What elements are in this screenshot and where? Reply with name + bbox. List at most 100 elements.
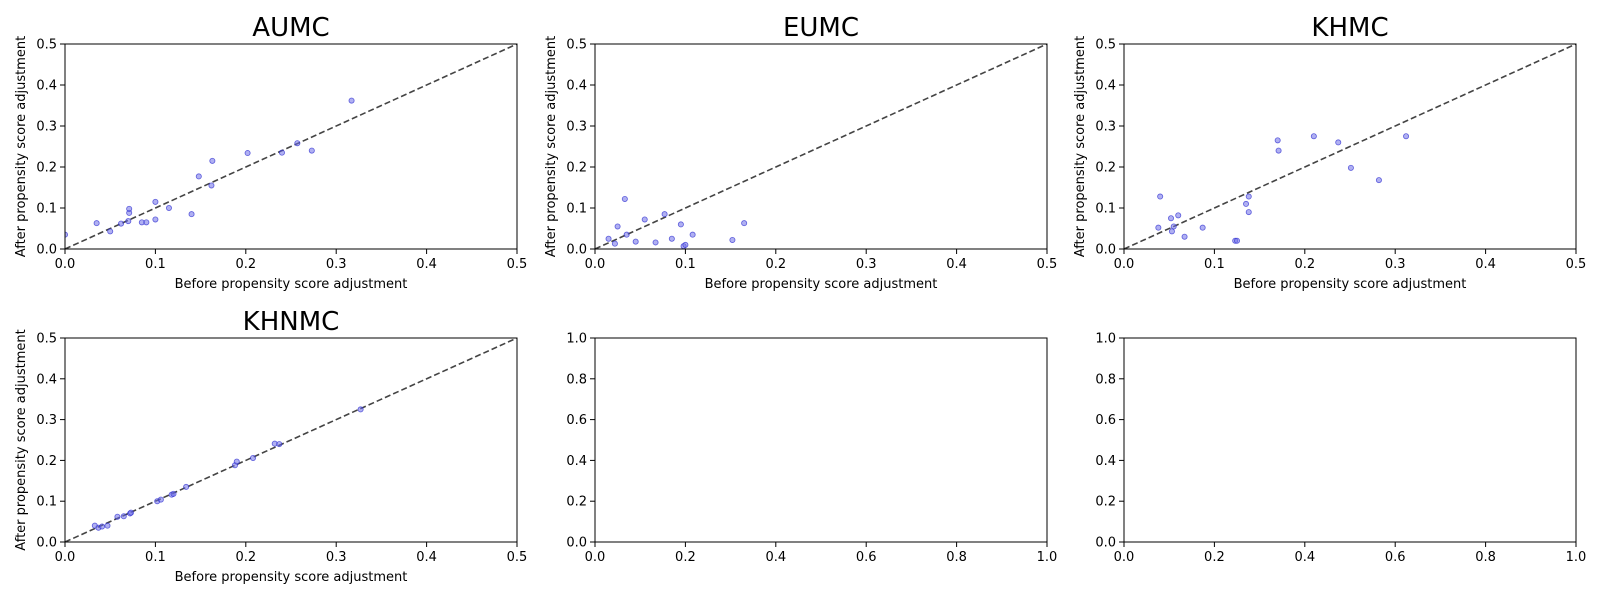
x-tick-label: 0.1 — [145, 257, 166, 272]
y-tick-label: 0.2 — [1095, 495, 1116, 510]
data-point — [661, 211, 668, 218]
data-point — [195, 173, 202, 180]
data-point — [1275, 147, 1282, 154]
y-tick-label: 0.4 — [36, 372, 57, 387]
subplot-title: KHNMC — [243, 307, 340, 337]
data-point — [1181, 233, 1188, 240]
y-tick-label: 0.6 — [566, 413, 587, 428]
data-point — [357, 406, 364, 413]
x-tick-label: 0.0 — [1114, 257, 1135, 272]
y-tick-label: 0.4 — [1095, 79, 1116, 94]
x-tick-label: 0.8 — [946, 550, 967, 565]
data-point — [165, 204, 172, 211]
data-point — [614, 223, 621, 230]
data-point — [233, 458, 240, 465]
x-tick-label: 0.5 — [1037, 257, 1058, 272]
data-point — [632, 238, 639, 245]
y-tick-label: 0.3 — [566, 120, 587, 135]
y-axis-label: After propensity score adjustment — [544, 36, 559, 257]
y-tick-label: 0.2 — [36, 454, 57, 469]
x-tick-label: 0.0 — [55, 257, 76, 272]
x-tick-label: 0.2 — [675, 550, 696, 565]
scatter-points — [1155, 133, 1410, 244]
data-point — [294, 140, 301, 147]
data-point — [1274, 137, 1281, 144]
data-point — [689, 231, 696, 238]
data-point — [125, 218, 132, 225]
axes-frame — [64, 337, 518, 543]
subplot-eumc: 0.0 0.1 0.2 0.3 0.4 0.5 0.0 0.1 0.2 0.3 0.4 0.5 EUMC… — [544, 13, 1057, 292]
subplot-title: EUMC — [783, 13, 859, 43]
subplot-empty-1: 0.0 0.2 0.4 0.6 0.8 1.0 0.0 0.2 0.4 0.6 0.8 1.0 — [566, 332, 1057, 566]
x-tick-label: 0.4 — [765, 550, 786, 565]
x-tick-label: 0.4 — [1294, 550, 1315, 565]
y-tick-label: 0.0 — [1095, 536, 1116, 551]
subplot-khnmc: 0.0 0.1 0.2 0.3 0.4 0.5 0.0 0.1 0.2 0.3 0.4 0.5 KHNM… — [14, 307, 527, 585]
data-point — [741, 220, 748, 227]
data-point — [107, 228, 114, 235]
axes-frame — [64, 43, 518, 250]
x-axis-label: Before propensity score adjustment — [175, 570, 408, 585]
y-tick-label: 0.6 — [1095, 413, 1116, 428]
data-point — [1347, 164, 1354, 171]
data-point — [1170, 223, 1177, 230]
data-point — [1168, 215, 1175, 222]
axes-frame — [594, 337, 1048, 543]
data-point — [1157, 193, 1164, 200]
y-tick-label: 0.4 — [566, 454, 587, 469]
y-tick-label: 0.5 — [1095, 38, 1116, 53]
x-tick-label: 0.5 — [1566, 257, 1587, 272]
data-point — [1245, 209, 1252, 216]
x-tick-label: 0.3 — [1385, 257, 1406, 272]
x-tick-label: 0.1 — [675, 257, 696, 272]
data-point — [114, 513, 121, 520]
data-point — [1403, 133, 1410, 140]
x-tick-label: 0.3 — [856, 257, 877, 272]
x-tick-label: 0.2 — [235, 550, 256, 565]
data-point — [120, 513, 127, 520]
x-tick-label: 0.4 — [416, 257, 437, 272]
y-tick-label: 0.4 — [36, 79, 57, 94]
data-point — [621, 195, 628, 202]
data-point — [1310, 133, 1317, 140]
x-tick-label: 0.4 — [946, 257, 967, 272]
data-point — [1199, 224, 1206, 231]
data-point — [641, 216, 648, 223]
reference-diagonal-line — [595, 44, 1047, 249]
x-tick-label: 0.1 — [1204, 257, 1225, 272]
y-tick-label: 0.0 — [1095, 243, 1116, 258]
y-tick-label: 0.3 — [36, 120, 57, 135]
y-tick-label: 0.1 — [36, 202, 57, 217]
reference-diagonal-line — [1124, 44, 1576, 249]
y-tick-label: 0.5 — [36, 38, 57, 53]
x-tick-label: 0.0 — [585, 550, 606, 565]
y-tick-label: 0.0 — [36, 536, 57, 551]
y-tick-label: 0.3 — [1095, 120, 1116, 135]
subplot-title: KHMC — [1311, 13, 1388, 43]
y-tick-label: 0.1 — [566, 202, 587, 217]
data-point — [188, 211, 195, 218]
x-tick-label: 0.5 — [507, 257, 528, 272]
x-axis-label: Before propensity score adjustment — [1234, 277, 1467, 292]
data-point — [729, 236, 736, 243]
data-point — [208, 182, 215, 189]
data-point — [276, 441, 283, 448]
y-tick-label: 0.5 — [36, 332, 57, 347]
y-axis-label: After propensity score adjustment — [14, 36, 29, 257]
data-point — [127, 509, 134, 516]
y-tick-label: 0.4 — [1095, 454, 1116, 469]
data-point — [250, 454, 257, 461]
axes-frame — [1123, 43, 1577, 250]
x-tick-label: 0.3 — [326, 550, 347, 565]
data-point — [1375, 177, 1382, 184]
data-point — [170, 490, 177, 497]
y-axis-label: After propensity score adjustment — [1073, 36, 1088, 257]
data-point — [99, 523, 106, 530]
data-point — [308, 147, 315, 154]
x-tick-label: 0.3 — [326, 257, 347, 272]
y-tick-label: 0.2 — [566, 161, 587, 176]
reference-diagonal-line — [65, 338, 517, 542]
x-axis-label: Before propensity score adjustment — [175, 277, 408, 292]
data-point — [1243, 200, 1250, 207]
y-tick-label: 0.1 — [36, 495, 57, 510]
